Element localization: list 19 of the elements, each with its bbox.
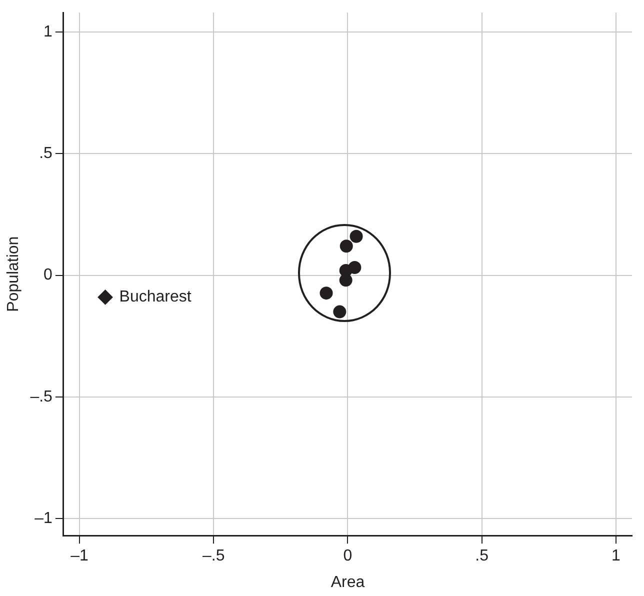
point — [340, 240, 353, 253]
x-tick-label: .5 — [475, 548, 489, 565]
y-tick-label: 0 — [44, 266, 53, 284]
x-tick-label: 0 — [343, 548, 352, 565]
x-axis-title: Area — [330, 574, 365, 591]
annotation: Bucharest — [119, 288, 192, 306]
point — [339, 274, 352, 287]
x-tick-label: –.5 — [202, 548, 225, 565]
point — [350, 230, 363, 243]
y-tick-label: –.5 — [30, 388, 53, 406]
x-tick-label: 1 — [611, 548, 620, 565]
y-tick-label: –1 — [34, 510, 53, 527]
y-tick-label: 1 — [44, 23, 53, 40]
point — [98, 290, 113, 305]
point — [333, 305, 346, 318]
y-axis-title: Population — [5, 236, 22, 312]
x-tick-label: –1 — [70, 548, 89, 565]
point — [320, 286, 333, 300]
y-tick-label: .5 — [39, 145, 53, 162]
